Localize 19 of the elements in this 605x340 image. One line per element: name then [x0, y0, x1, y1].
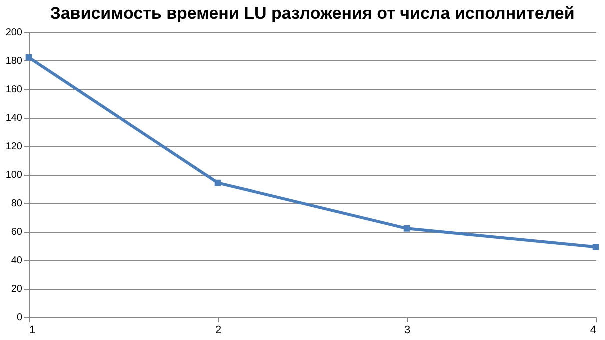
y-tick-label: 180	[6, 56, 23, 67]
x-tick-label: 2	[215, 324, 222, 336]
y-tick-label: 100	[6, 170, 23, 181]
point	[404, 225, 410, 232]
y-tick-label: 0	[16, 312, 23, 324]
point	[214, 180, 222, 186]
y-tick-label: 40	[11, 256, 23, 266]
x-tick-label: 1	[30, 324, 36, 336]
y-tick-label: 120	[6, 142, 23, 152]
y-tick-label: 80	[11, 198, 23, 210]
y-tick-label: 200	[6, 28, 23, 38]
y-tick-label: 60	[11, 227, 23, 238]
y-tick-label: 160	[6, 84, 23, 96]
y-tick-label: 140	[6, 113, 23, 124]
point	[592, 244, 600, 250]
x-tick-label: 3	[404, 324, 411, 336]
x-tick-label: 4	[590, 324, 596, 336]
chart-title: Зависимость времени LU разложения от числа исполнителей	[50, 4, 575, 23]
y-tick-label: 20	[11, 284, 23, 295]
